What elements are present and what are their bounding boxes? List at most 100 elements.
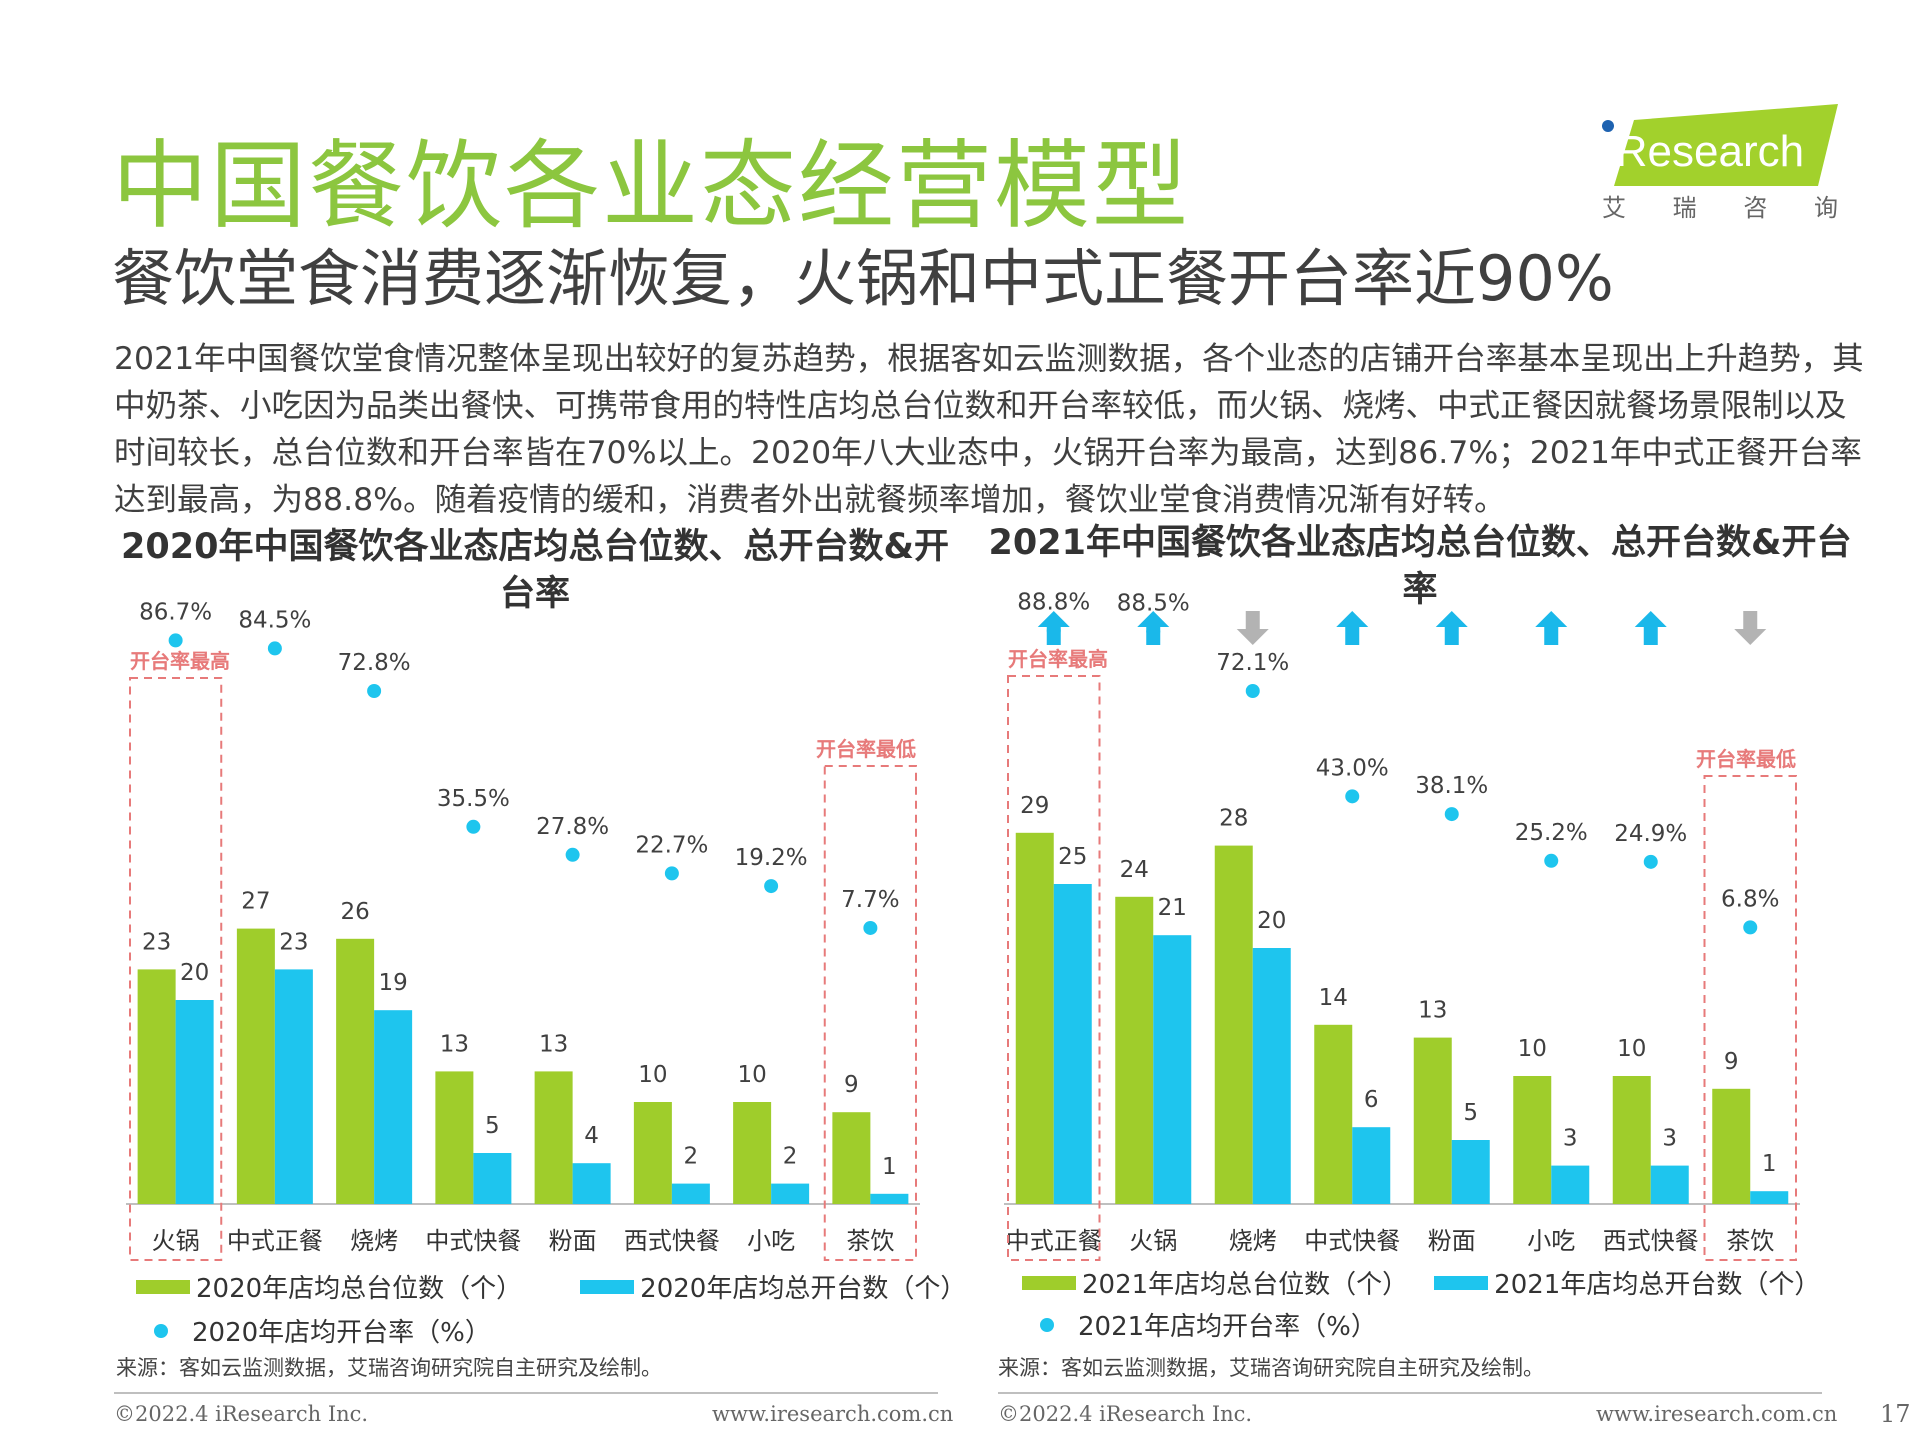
bar-label-open: 5 (1463, 1100, 1478, 1126)
bar-open (671, 1183, 710, 1204)
bar-seats (435, 1071, 474, 1204)
trend-up-arrow-icon (1634, 611, 1667, 645)
rate-dot (267, 641, 282, 656)
rate-label: 84.5% (238, 607, 311, 633)
legend-2021-bars: 2021年店均总台位数（个） 2021年店均总开台数（个） (1022, 1264, 1820, 1301)
bar-label-seats: 23 (142, 929, 171, 955)
rate-dot (1444, 807, 1459, 822)
category-label: 中式正餐 (227, 1227, 323, 1255)
rate-label: 27.8% (536, 814, 609, 840)
legend-dot (1040, 1317, 1054, 1332)
bar-label-seats: 10 (1518, 1036, 1547, 1062)
legend-dot (154, 1323, 168, 1338)
rate-label: 19.2% (735, 845, 808, 871)
legend-label: 2021年店均总开台数（个） (1494, 1270, 1821, 1300)
rate-dot (1345, 789, 1360, 804)
bar-open (572, 1163, 611, 1204)
bar-seats (336, 938, 375, 1204)
category-label: 西式快餐 (624, 1227, 720, 1255)
bar-label-open: 3 (1662, 1126, 1677, 1152)
rate-label: 72.1% (1216, 650, 1289, 676)
bar-seats (1214, 845, 1253, 1204)
chart-title-2021: 2021年中国餐饮各业态店均总台位数、总开台数&开台率 (988, 523, 1852, 610)
category-label: 烧烤 (1229, 1227, 1277, 1255)
rate-label: 24.9% (1614, 821, 1687, 847)
rate-dot (1743, 920, 1758, 935)
rate-label: 7.7% (841, 887, 899, 913)
category-label: 中式快餐 (425, 1227, 521, 1255)
rate-label: 6.8% (1721, 886, 1779, 912)
category-label: 茶饮 (1726, 1227, 1774, 1255)
rate-label: 25.2% (1515, 820, 1588, 846)
bar-seats (1314, 1024, 1353, 1204)
legend-swatch-green (136, 1279, 190, 1294)
bar-seats (733, 1102, 772, 1204)
bar-label-open: 21 (1158, 895, 1187, 921)
category-label: 粉面 (1428, 1227, 1476, 1255)
highlight-box (823, 765, 917, 1261)
bar-seats (1015, 832, 1054, 1204)
bar-open (1352, 1127, 1391, 1204)
bar-label-seats: 13 (539, 1031, 568, 1057)
rate-dot (1245, 683, 1260, 698)
page-title: 中国餐饮各业态经营模型 (112, 130, 1190, 242)
rate-label: 35.5% (437, 786, 510, 812)
bar-open (1551, 1165, 1590, 1204)
rate-label: 22.7% (635, 832, 708, 858)
category-label: 粉面 (549, 1227, 597, 1255)
page-number: 17 (1880, 1400, 1911, 1428)
category-label: 中式快餐 (1304, 1227, 1400, 1255)
highlight-box (1703, 775, 1797, 1261)
bar-open (175, 1000, 214, 1204)
bar-seats (236, 928, 275, 1204)
bar-seats (137, 969, 176, 1204)
category-label: 小吃 (1527, 1227, 1575, 1255)
legend-label: 2020年店均总开台数（个） (640, 1274, 967, 1304)
category-label: 火锅 (1129, 1227, 1177, 1255)
bar-open (870, 1193, 909, 1204)
rate-label: 43.0% (1316, 755, 1389, 781)
legend-2020-dot: 2020年店均开台率（%） (136, 1312, 491, 1349)
rate-label: 38.1% (1415, 773, 1488, 799)
bar-label-open: 25 (1058, 844, 1087, 870)
bar-label-open: 1 (1762, 1151, 1777, 1177)
bar-label-open: 20 (180, 960, 209, 986)
body-paragraph: 2021年中国餐饮堂食情况整体呈现出较好的复苏趋势，根据客如云监测数据，各个业态… (114, 341, 1864, 518)
rate-dot (863, 920, 878, 935)
bar-label-seats: 24 (1120, 857, 1149, 883)
bar-seats (1712, 1088, 1751, 1204)
trend-up-arrow-icon (1336, 611, 1369, 645)
bar-label-open: 1 (882, 1154, 897, 1180)
trend-down-arrow-icon (1734, 611, 1767, 645)
rate-dot (466, 819, 481, 834)
rate-dot (764, 879, 779, 894)
bar-label-seats: 14 (1319, 985, 1348, 1011)
trend-up-arrow-icon (1435, 611, 1468, 645)
category-label: 茶饮 (846, 1227, 894, 1255)
footer-url: www.iresearch.com.cn (712, 1402, 954, 1426)
bar-label-seats: 10 (638, 1062, 667, 1088)
bar-label-open: 2 (783, 1144, 798, 1170)
legend-label: 2020年店均开台率（%） (192, 1318, 491, 1348)
footer-divider (114, 1392, 938, 1394)
bar-open (473, 1153, 512, 1204)
bar-open (1650, 1165, 1689, 1204)
bar-seats (1413, 1037, 1452, 1204)
highlight-label: 开台率最高 (1008, 647, 1108, 671)
rate-label: 72.8% (338, 650, 411, 676)
legend-label: 2020年店均总台位数（个） (196, 1274, 523, 1304)
bar-open (1053, 884, 1092, 1204)
category-label: 西式快餐 (1603, 1227, 1699, 1255)
legend-swatch-green (1022, 1275, 1076, 1290)
rate-label: 86.7% (139, 599, 212, 625)
bar-open (1451, 1140, 1490, 1204)
legend-swatch-blue (1434, 1275, 1489, 1290)
bar-label-seats: 10 (1617, 1036, 1646, 1062)
legend-2021-dot: 2021年店均开台率（%） (1022, 1306, 1377, 1343)
source-note-2020: 来源：客如云监测数据，艾瑞咨询研究院自主研究及绘制。 (116, 1356, 662, 1380)
bar-open (374, 1010, 413, 1204)
highlight-box (129, 677, 223, 1261)
chart-title-2020: 2020年中国餐饮各业态店均总台位数、总开台数&开台率 (121, 527, 949, 614)
